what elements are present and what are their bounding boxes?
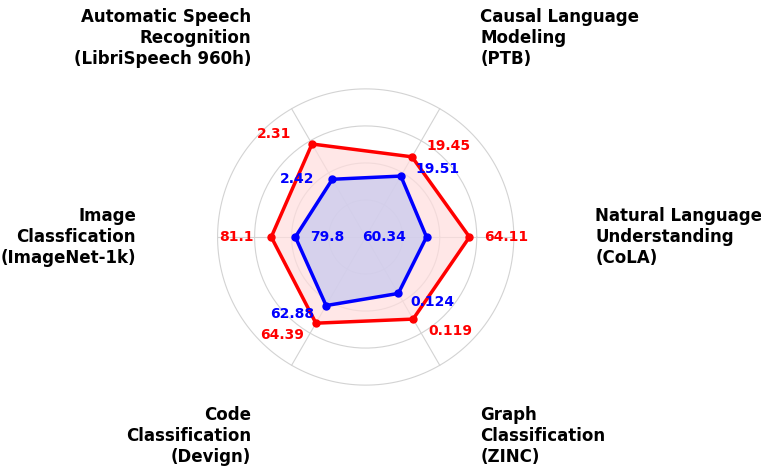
Polygon shape [271, 144, 470, 323]
Text: 79.8: 79.8 [310, 230, 345, 244]
Text: 19.45: 19.45 [427, 139, 471, 154]
Text: Code
Classification
(Devign): Code Classification (Devign) [126, 406, 251, 465]
Text: 60.34: 60.34 [362, 230, 406, 244]
Text: 0.124: 0.124 [410, 295, 454, 310]
Point [420, 233, 432, 241]
Point [406, 153, 418, 161]
Text: Automatic Speech
Recognition
(LibriSpeech 960h): Automatic Speech Recognition (LibriSpeec… [74, 9, 251, 68]
Text: 64.11: 64.11 [484, 230, 528, 244]
Point [289, 233, 301, 241]
Point [463, 233, 476, 241]
Text: Graph
Classification
(ZINC): Graph Classification (ZINC) [480, 406, 606, 465]
Point [392, 290, 404, 297]
Point [395, 172, 407, 180]
Point [320, 302, 333, 310]
Text: Image
Classfication
(ImageNet-1k): Image Classfication (ImageNet-1k) [1, 207, 136, 267]
Text: 64.39: 64.39 [260, 328, 304, 342]
Text: Natural Language
Understanding
(CoLA): Natural Language Understanding (CoLA) [595, 207, 761, 267]
Point [326, 175, 339, 183]
Point [310, 319, 322, 327]
Text: 19.51: 19.51 [416, 162, 460, 176]
Point [306, 140, 318, 148]
Text: Causal Language
Modeling
(PTB): Causal Language Modeling (PTB) [480, 9, 639, 68]
Text: 81.1: 81.1 [219, 230, 253, 244]
Text: 2.42: 2.42 [280, 172, 314, 186]
Text: 2.31: 2.31 [257, 127, 291, 141]
Text: 0.119: 0.119 [428, 324, 472, 338]
Polygon shape [295, 176, 426, 306]
Text: 62.88: 62.88 [270, 308, 314, 321]
Point [265, 233, 277, 241]
Point [407, 315, 419, 323]
